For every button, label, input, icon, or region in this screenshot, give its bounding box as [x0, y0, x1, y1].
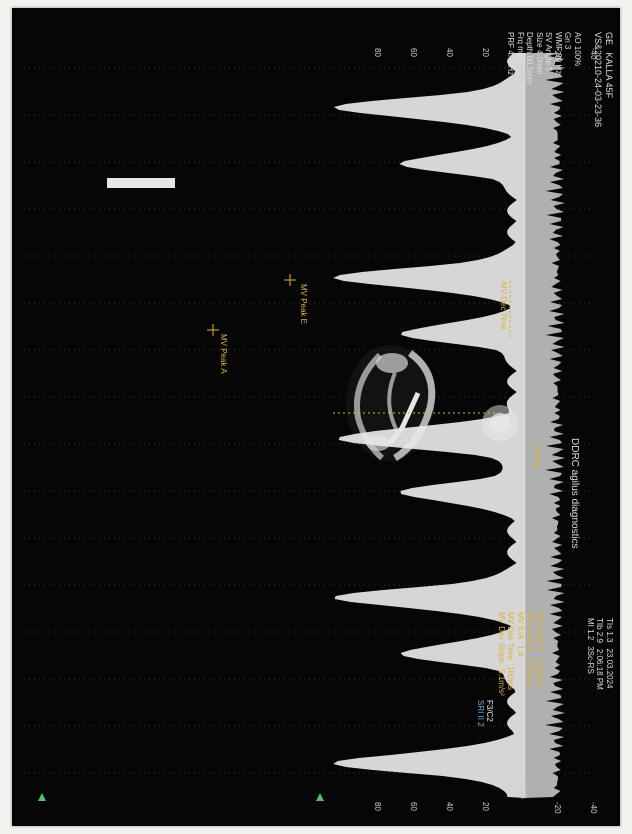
- param-prf: PRF 4.4kHz: [506, 32, 516, 76]
- exam-time: 2:06:18 PM: [595, 648, 605, 690]
- footer-code-1: F3/C2: [485, 700, 495, 722]
- marker-triangle: [316, 793, 324, 801]
- ultrasound-photo: GE KALLA 45F VS&20210-24-03-23-36 AO 100…: [12, 8, 620, 826]
- dec-time-label: MV Dec Time: [499, 282, 508, 331]
- scale-tick: 60: [409, 48, 418, 57]
- header-info: GE KALLA 45F VS&20210-24-03-23-36: [592, 32, 614, 127]
- scale-tick: 40: [445, 48, 454, 57]
- scale-tick: -20: [553, 802, 562, 814]
- scale-tick: 20: [481, 48, 490, 57]
- scale-tick: 40: [445, 802, 454, 811]
- param-size: Size 4.0mm: [535, 32, 544, 75]
- scale-tick: 60: [409, 802, 418, 811]
- meas-label: MV Peak E: [535, 612, 544, 653]
- probe-name: 3Sc-RS: [586, 646, 595, 674]
- meas-label: MV Peak A: [525, 612, 535, 652]
- header-right-info: TIs 1.3 23.03.2024 TIb 2.9 2:06:18 PM MI 1…: [586, 618, 614, 690]
- logo-text: GE: [604, 32, 614, 46]
- meas-value: 5.1m/s²: [497, 669, 506, 696]
- meas-label: MV Dec Slope: [497, 612, 506, 664]
- peak-a-marker: [207, 324, 219, 336]
- meas-label: MV Dec Time: [506, 612, 516, 661]
- peak-e-label: MV Peak E: [299, 284, 308, 325]
- tib-value: TIb 2.9: [595, 618, 605, 643]
- meas-value: 0.83m/s: [535, 658, 544, 687]
- calibration-bar: [107, 178, 175, 188]
- rotated-display: GE KALLA 45F VS&20210-24-03-23-36 AO 100…: [12, 8, 620, 826]
- spectral-waveform-negative: [525, 53, 565, 798]
- patient-name: KALLA 45F: [604, 52, 614, 99]
- scale-unit-left: cm/s: [519, 64, 528, 81]
- exam-date: 23.03.2024: [605, 648, 614, 689]
- meas-value: 160ms: [506, 666, 516, 691]
- peak-e-marker: [284, 274, 296, 286]
- scale-tick: -20: [553, 48, 562, 60]
- scale-tick: 20: [481, 802, 490, 811]
- mi-value: MI 1.2: [586, 618, 595, 641]
- scale-tick: 80: [373, 802, 382, 811]
- acquisition-parameters: AO 100% Gn 3 WMF 90 Hz SV Angle 5 Size 4…: [506, 32, 583, 84]
- meas-value: 1.4: [516, 645, 525, 657]
- scale-tick: -40: [589, 48, 598, 60]
- meas-label: MV E/A: [516, 612, 525, 640]
- ts-value: TIs 1.3: [605, 618, 614, 643]
- meas-value: 0.58m/s: [525, 657, 535, 687]
- param-gain: Gn 3: [563, 32, 573, 50]
- footer-code-2: SRI II 2: [476, 700, 485, 727]
- param-ao: AO 100%: [573, 32, 582, 67]
- clinic-label: DDRC agilus diagnostics: [569, 438, 580, 549]
- marker-triangle-2: [38, 793, 46, 801]
- doppler-display: [20, 53, 590, 801]
- sample-volume-label: Nomal: [533, 445, 542, 469]
- scale-tick: -40: [589, 802, 598, 814]
- scale-tick: 80: [373, 48, 382, 57]
- spectral-waveform: [333, 53, 525, 798]
- scale-unit-right: cm/s: [519, 782, 528, 799]
- measurement-panel: MV Peak E 0.83m/s MV Peak A 0.58m/s MV E/A…: [476, 612, 579, 727]
- peak-a-label: MV Peak A: [219, 334, 228, 374]
- study-id: VS&20210-24-03-23-36: [593, 32, 603, 128]
